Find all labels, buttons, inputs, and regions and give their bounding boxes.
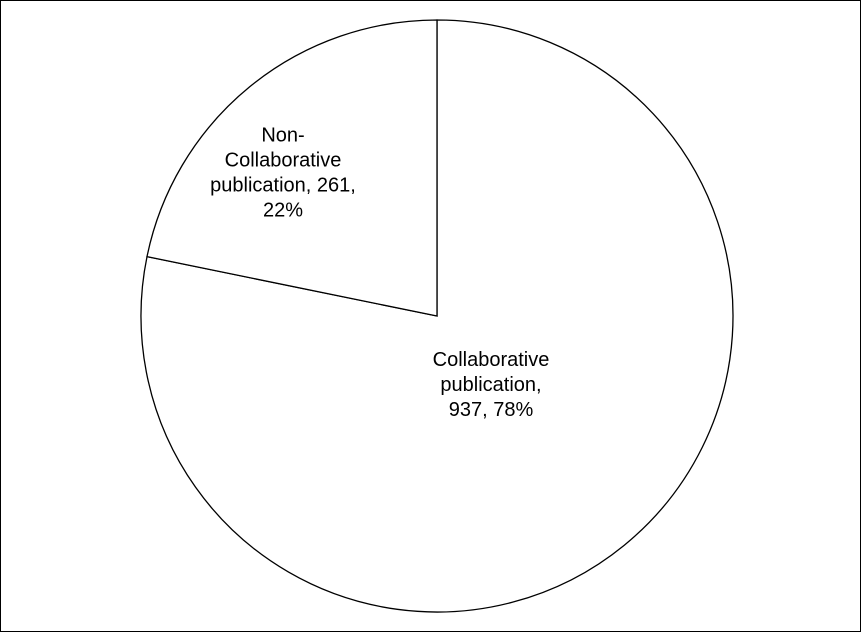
slice-label-0: Collaborative publication, 937, 78% — [433, 349, 550, 421]
pie-slice-1 — [146, 19, 438, 317]
slice-label-line: Non- — [261, 125, 304, 147]
pie-slices — [140, 19, 734, 613]
pie-labels: Collaborative publication, 937, 78% Non- Col… — [210, 125, 549, 422]
slice-label-line: 937, 78% — [449, 399, 534, 421]
slice-label-line: publication, — [440, 374, 541, 396]
slice-label-line: Collaborative — [433, 349, 550, 371]
pie-slice-0 — [140, 19, 734, 613]
slice-label-line: Collaborative — [225, 150, 342, 172]
slice-label-line: 22% — [263, 200, 303, 222]
slice-label-line: publication, 261, — [210, 175, 356, 197]
slice-label-1: Non- Collaborative publication, 261, 22% — [210, 125, 356, 222]
